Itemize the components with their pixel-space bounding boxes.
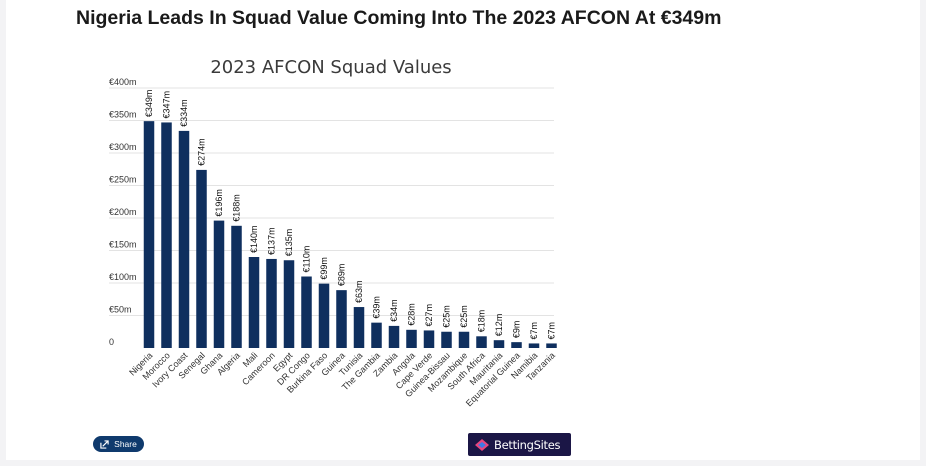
bars [143,121,557,349]
bar [161,122,172,348]
share-button[interactable]: Share [93,436,144,452]
data-label: €274m [197,138,207,166]
data-label: €99m [319,257,329,280]
bar [353,307,365,348]
data-label: €34m [389,299,399,322]
data-label: €347m [162,91,172,119]
data-label: €135m [284,229,294,257]
bar [318,283,330,348]
data-label: €27m [424,304,434,327]
y-tick-label: €100m [109,272,137,282]
bar [406,329,417,348]
bar [178,130,190,348]
share-label: Share [114,439,137,449]
y-tick-label: €300m [109,142,137,152]
bar [511,342,522,348]
data-label: €39m [372,296,382,319]
bar [528,343,540,348]
bar [283,260,295,348]
bettingsites-logo-mark-icon [474,438,490,452]
bar [476,336,487,348]
bar [231,225,242,348]
y-tick-label: €250m [109,175,137,185]
share-icon [100,439,109,449]
bar [458,331,470,348]
gridlines [109,87,554,316]
bar [493,340,505,348]
y-tick-label: 0 [109,337,114,347]
data-label: €140m [249,225,259,253]
data-label: €12m [494,314,504,337]
article-panel: Nigeria Leads In Squad Value Coming Into… [6,0,920,460]
data-label: €25m [459,305,469,328]
chart-title: 2023 AFCON Squad Values [210,57,451,78]
data-label: €9m [512,321,522,339]
data-label: €349m [144,90,154,118]
y-tick-label: €200m [109,207,137,217]
data-labels: €349m €347m €334m €274m €196m €188m €140m €137m… [144,90,557,340]
logo-text: BettingSites [494,437,561,452]
bar [213,220,225,348]
data-label: €25m [442,305,452,328]
data-label: €63m [354,281,364,304]
article-headline: Nigeria Leads In Squad Value Coming Into… [76,7,722,29]
data-label: €188m [232,194,242,222]
bar [266,258,277,348]
bar [301,276,312,348]
bettingsites-logo[interactable]: BettingSites [468,433,571,456]
data-label: €89m [337,264,347,287]
data-label: €7m [547,322,557,340]
y-axis-ticks: 0 €50m €100m €150m €200m €250m €300m €350m €400m [109,77,137,347]
bar [371,322,382,348]
bar [196,169,207,348]
data-label: €334m [179,99,189,127]
y-tick-label: €400m [109,77,137,87]
y-tick-label: €150m [109,240,137,250]
bar-chart: 2023 AFCON Squad Values 0 €50m €100m €150m €… [109,57,557,408]
data-label: €196m [214,189,224,217]
data-label: €7m [529,322,539,340]
data-label: €18m [477,310,487,333]
y-tick-label: €350m [109,110,137,120]
bar [546,343,557,348]
data-label: €28m [407,303,417,326]
y-tick-label: €50m [109,305,132,315]
data-label: €110m [302,246,312,273]
data-label: €137m [267,227,277,255]
bar [248,257,260,348]
bar [336,290,347,348]
bar [441,331,452,348]
bar [143,121,155,349]
bar [388,325,400,348]
bar [423,330,435,348]
